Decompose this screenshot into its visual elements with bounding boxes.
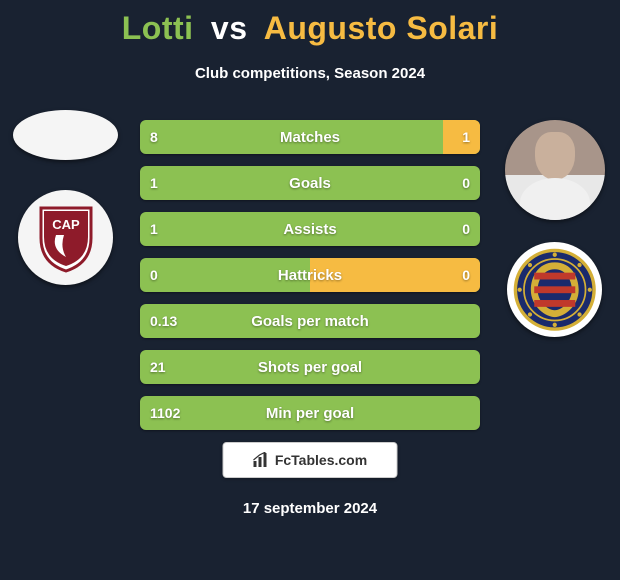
stats-rows: 8Matches11Goals01Assists00Hattricks00.13…: [140, 120, 480, 442]
stat-value-right: 0: [462, 212, 470, 246]
chart-icon: [253, 452, 269, 468]
player1-name: Lotti: [122, 10, 194, 46]
date: 17 september 2024: [0, 500, 620, 517]
stat-label: Assists: [140, 212, 480, 246]
svg-text:CAP: CAP: [52, 217, 80, 232]
fctables-text: FcTables.com: [275, 452, 367, 468]
stat-value-right: 0: [462, 166, 470, 200]
stat-label: Hattricks: [140, 258, 480, 292]
stat-row: 1Assists0: [140, 212, 480, 246]
right-column: [497, 120, 612, 337]
player1-club-logo: CAP: [18, 190, 113, 285]
stat-row: 1102Min per goal: [140, 396, 480, 430]
cap-shield-icon: CAP: [36, 203, 96, 273]
stat-label: Goals per match: [140, 304, 480, 338]
stat-row: 0Hattricks0: [140, 258, 480, 292]
player2-avatar: [505, 120, 605, 220]
stat-label: Matches: [140, 120, 480, 154]
player2-name: Augusto Solari: [264, 10, 499, 46]
left-column: CAP: [8, 110, 123, 285]
stat-label: Min per goal: [140, 396, 480, 430]
stat-label: Shots per goal: [140, 350, 480, 384]
stat-row: 0.13Goals per match: [140, 304, 480, 338]
stat-row: 1Goals0: [140, 166, 480, 200]
stat-label: Goals: [140, 166, 480, 200]
player1-avatar: [13, 110, 118, 160]
vs-text: vs: [211, 10, 248, 46]
comparison-title: Lotti vs Augusto Solari: [0, 0, 620, 47]
stat-value-right: 0: [462, 258, 470, 292]
stat-value-right: 1: [462, 120, 470, 154]
player2-club-logo: [507, 242, 602, 337]
subtitle: Club competitions, Season 2024: [0, 65, 620, 82]
stat-row: 21Shots per goal: [140, 350, 480, 384]
fctables-badge[interactable]: FcTables.com: [223, 442, 398, 478]
stat-row: 8Matches1: [140, 120, 480, 154]
